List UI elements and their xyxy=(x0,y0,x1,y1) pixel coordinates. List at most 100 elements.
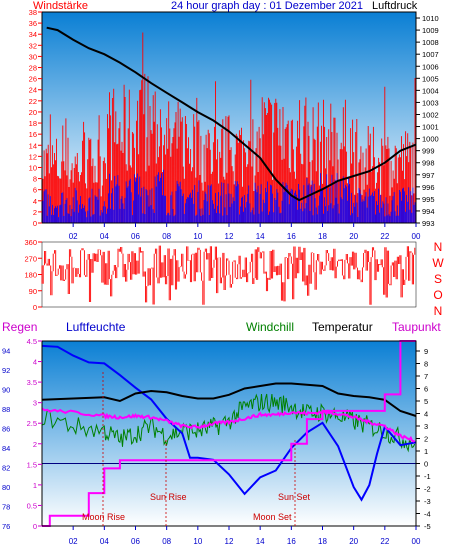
time-tick-label: 08 xyxy=(162,537,171,546)
time-tick-label: 18 xyxy=(318,537,327,546)
time-tick-label: 00 xyxy=(412,537,421,546)
legend-temperatur: Temperatur xyxy=(312,320,373,334)
wind-tick-label: 36 xyxy=(29,19,37,28)
pressure-tick-label: 996 xyxy=(422,183,435,192)
temp-tick-label: 3 xyxy=(424,422,428,431)
direction-tick-label: 0 xyxy=(33,303,37,312)
temp-tick-label: 0 xyxy=(424,460,428,469)
time-tick-label: 20 xyxy=(349,537,358,546)
temp-tick-label: -3 xyxy=(424,497,431,506)
pressure-tick-label: 995 xyxy=(422,195,435,204)
humidity-tick-label: 80 xyxy=(2,483,10,492)
legend-taupunkt: Taupunkt xyxy=(392,320,441,334)
pressure-tick-label: 1010 xyxy=(422,14,439,23)
pressure-tick-label: 1003 xyxy=(422,98,439,107)
wind-tick-label: 24 xyxy=(29,86,37,95)
temp-tick-label: 2 xyxy=(424,435,428,444)
rain-tick-label: 4 xyxy=(33,358,37,367)
wind-tick-label: 12 xyxy=(29,152,37,161)
chart-title: 24 hour graph day : 01 Dezember 2021 xyxy=(171,0,363,12)
compass-label-w: W xyxy=(432,256,444,270)
pressure-tick-label: 1009 xyxy=(422,26,439,35)
temp-tick-label: 4 xyxy=(424,410,428,419)
wind-tick-label: 10 xyxy=(29,163,37,172)
temp-tick-label: 1 xyxy=(424,447,428,456)
compass-label-n-top: N xyxy=(434,240,443,254)
humidity-tick-label: 78 xyxy=(2,503,10,512)
wind-tick-label: 14 xyxy=(29,141,37,150)
pressure-tick-label: 994 xyxy=(422,207,435,216)
time-tick-label: 20 xyxy=(349,232,358,241)
time-tick-label: 16 xyxy=(287,232,296,241)
pressure-tick-label: 1007 xyxy=(422,50,439,59)
temp-panel-bg xyxy=(42,341,416,526)
temperature-line xyxy=(41,382,417,417)
time-tick-label: 02 xyxy=(69,232,78,241)
temp-tick-label: 6 xyxy=(424,385,428,394)
annotation-sun-rise: Sun Rise xyxy=(150,492,187,502)
windchill-line xyxy=(41,393,416,453)
wind-tick-label: 26 xyxy=(29,75,37,84)
pressure-tick-label: 999 xyxy=(422,147,435,156)
direction-tick-label: 180 xyxy=(24,271,37,280)
wind-tick-label: 18 xyxy=(29,119,37,128)
rain-tick-label: 2.5 xyxy=(27,419,37,428)
rain-tick-label: 1.5 xyxy=(27,460,37,469)
time-tick-label: 04 xyxy=(100,232,109,241)
time-tick-label: 06 xyxy=(131,232,140,241)
time-tick-label: 12 xyxy=(225,537,234,546)
wind-tick-label: 22 xyxy=(29,97,37,106)
wind-tick-label: 30 xyxy=(29,52,37,61)
wind-tick-label: 34 xyxy=(29,30,37,39)
rain-tick-label: 4.5 xyxy=(27,337,37,346)
direction-tick-label: 360 xyxy=(24,238,37,247)
temp-tick-label: -1 xyxy=(424,472,431,481)
pressure-tick-label: 1005 xyxy=(422,74,439,83)
wind-tick-label: 8 xyxy=(33,175,37,184)
time-tick-label: 16 xyxy=(287,537,296,546)
temp-tick-label: 7 xyxy=(424,372,428,381)
annotation-moon-set: Moon Set xyxy=(253,512,292,522)
time-tick-label: 10 xyxy=(193,537,202,546)
wind-tick-label: 0 xyxy=(33,219,37,228)
time-tick-label: 06 xyxy=(131,537,140,546)
pressure-tick-label: 998 xyxy=(422,159,435,168)
time-tick-label: 12 xyxy=(225,232,234,241)
time-tick-label: 18 xyxy=(318,232,327,241)
compass-label-n-bottom: N xyxy=(434,304,443,318)
annotation-sun-set: Sun Set xyxy=(278,492,311,502)
time-tick-label: 02 xyxy=(69,537,78,546)
temp-tick-label: 9 xyxy=(424,347,428,356)
temp-tick-label: 8 xyxy=(424,360,428,369)
humidity-tick-label: 86 xyxy=(2,425,10,434)
pressure-tick-label: 1006 xyxy=(422,62,439,71)
time-tick-label: 14 xyxy=(256,232,265,241)
time-tick-label: 22 xyxy=(380,232,389,241)
wind-tick-label: 4 xyxy=(33,197,37,206)
pressure-tick-label: 997 xyxy=(422,171,435,180)
wind-tick-label: 28 xyxy=(29,64,37,73)
time-tick-label: 14 xyxy=(256,537,265,546)
wind-tick-label: 20 xyxy=(29,108,37,117)
wind-axis-title: Windstärke xyxy=(33,0,88,12)
temp-tick-label: -4 xyxy=(424,510,431,519)
pressure-axis-title: Luftdruck xyxy=(372,0,418,12)
humidity-tick-label: 84 xyxy=(2,444,10,453)
wind-tick-label: 38 xyxy=(29,8,37,17)
wind-tick-label: 6 xyxy=(33,186,37,195)
time-tick-label: 08 xyxy=(162,232,171,241)
pressure-tick-label: 1008 xyxy=(422,38,439,47)
pressure-tick-label: 1000 xyxy=(422,135,439,144)
humidity-tick-label: 92 xyxy=(2,366,10,375)
annotation-moon-rise: Moon Rise xyxy=(82,512,125,522)
rain-tick-label: 0.5 xyxy=(27,501,37,510)
time-tick-label: 10 xyxy=(193,232,202,241)
direction-tick-label: 90 xyxy=(29,287,37,296)
pressure-tick-label: 1001 xyxy=(422,123,439,132)
humidity-line xyxy=(41,344,417,502)
temp-tick-label: 5 xyxy=(424,397,428,406)
legend-regen: Regen xyxy=(2,320,37,334)
time-tick-label: 04 xyxy=(100,537,109,546)
